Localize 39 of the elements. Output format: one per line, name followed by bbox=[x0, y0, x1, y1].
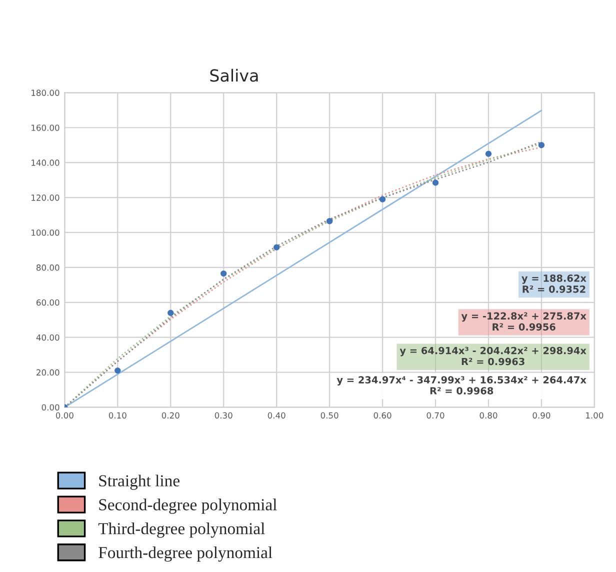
point bbox=[114, 367, 121, 374]
point bbox=[220, 270, 227, 277]
x-tick-label: 0.10 bbox=[108, 412, 126, 419]
annotation: y = 234.97x⁴ - 347.99x³ + 16.534x² + 264.47x R² = 0.9968 bbox=[336, 376, 586, 394]
annotation: y = 188.62x R² = 0.9352 bbox=[522, 274, 586, 293]
x-tick-label: 0.20 bbox=[162, 412, 180, 419]
y-tick-label: 60.00 bbox=[36, 299, 60, 306]
y-tick-label: 180.00 bbox=[32, 90, 60, 96]
point bbox=[432, 180, 439, 186]
annotation: y = -122.8x² + 275.87x R² = 0.9956 bbox=[461, 312, 586, 331]
y-tick-label: 120.00 bbox=[32, 194, 60, 201]
point bbox=[273, 244, 280, 250]
legend-label: Third-degree polynomial bbox=[98, 522, 265, 538]
legend-label: Fourth-degree polynomial bbox=[98, 546, 272, 562]
point bbox=[485, 150, 492, 157]
point bbox=[538, 142, 545, 148]
x-tick-label: 0.40 bbox=[268, 412, 286, 419]
y-tick-label: 140.00 bbox=[32, 160, 60, 166]
legend-label: Straight line bbox=[99, 474, 180, 490]
y-tick-label: 40.00 bbox=[36, 334, 60, 341]
y-tick-label: 160.00 bbox=[32, 124, 60, 131]
chart-title: Saliva bbox=[210, 68, 258, 82]
x-tick-label: 0.90 bbox=[532, 412, 550, 419]
y-tick-label: 20.00 bbox=[36, 369, 60, 376]
y-tick-label: 100.00 bbox=[32, 229, 60, 236]
x-tick-label: 0.80 bbox=[480, 412, 498, 419]
legend-label: Second-degree polynomial bbox=[99, 498, 277, 514]
x-tick-label: 0.30 bbox=[214, 412, 232, 419]
point bbox=[168, 310, 174, 316]
annotation: y = 64.914x³ - 204.42x² + 298.94x R² = 0.9963 bbox=[400, 346, 586, 366]
x-tick-label: 0.70 bbox=[426, 412, 444, 419]
point bbox=[379, 196, 386, 202]
x-tick-label: 1.00 bbox=[586, 412, 604, 419]
x-tick-label: 0.50 bbox=[320, 412, 338, 419]
y-tick-label: 0.00 bbox=[42, 404, 60, 411]
point bbox=[326, 218, 333, 224]
x-tick-label: 0.60 bbox=[374, 412, 392, 419]
y-tick-label: 80.00 bbox=[36, 264, 60, 271]
x-tick-label: 0.00 bbox=[56, 412, 74, 419]
